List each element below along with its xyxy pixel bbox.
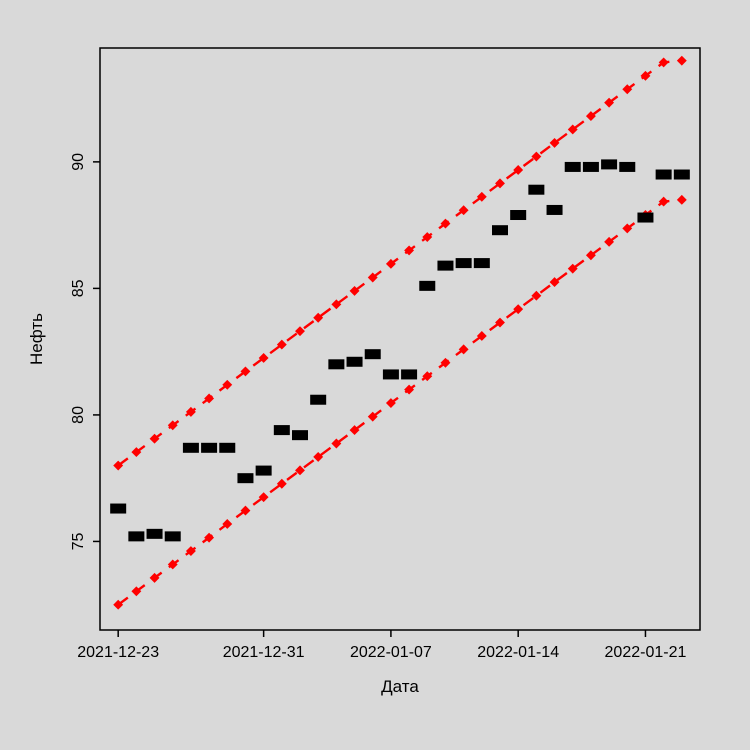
data-point xyxy=(437,261,453,271)
data-point xyxy=(365,349,381,359)
data-point xyxy=(383,369,399,379)
y-tick-label: 85 xyxy=(70,279,87,297)
data-point xyxy=(147,529,163,539)
data-point xyxy=(219,443,235,453)
data-point xyxy=(328,359,344,369)
y-tick-label: 75 xyxy=(70,532,87,550)
data-point xyxy=(401,369,417,379)
data-point xyxy=(510,210,526,220)
y-tick-label: 80 xyxy=(70,406,87,424)
chart-svg: 2021-12-23 2021-12-31 2022-01-07 2022-01-14… xyxy=(0,0,750,750)
x-tick-label: 2021-12-31 xyxy=(223,644,305,661)
data-point xyxy=(456,258,472,268)
data-point xyxy=(110,504,126,514)
data-point xyxy=(474,258,490,268)
data-point xyxy=(419,281,435,291)
data-point xyxy=(165,531,181,541)
data-point xyxy=(565,162,581,172)
data-point xyxy=(256,466,272,476)
data-point xyxy=(674,170,690,180)
figure-background xyxy=(0,0,750,750)
data-point xyxy=(583,162,599,172)
y-tick-label: 90 xyxy=(70,153,87,171)
data-point xyxy=(310,395,326,405)
data-point xyxy=(492,225,508,235)
data-point xyxy=(237,473,253,483)
x-axis-label: Дата xyxy=(381,677,419,696)
data-point xyxy=(128,531,144,541)
data-point xyxy=(547,205,563,215)
data-point xyxy=(201,443,217,453)
data-point xyxy=(601,159,617,169)
data-point xyxy=(347,357,363,367)
data-point xyxy=(637,213,653,223)
data-point xyxy=(274,425,290,435)
x-tick-label: 2022-01-07 xyxy=(350,644,432,661)
chart-container: 2021-12-23 2021-12-31 2022-01-07 2022-01-14… xyxy=(0,0,750,750)
data-point xyxy=(292,430,308,440)
data-point xyxy=(183,443,199,453)
x-tick-label: 2022-01-21 xyxy=(605,644,687,661)
data-point xyxy=(528,185,544,195)
data-point xyxy=(656,170,672,180)
x-tick-label: 2022-01-14 xyxy=(477,644,559,661)
data-point xyxy=(619,162,635,172)
y-axis-label: Нефть xyxy=(27,313,46,365)
x-tick-label: 2021-12-23 xyxy=(77,644,159,661)
